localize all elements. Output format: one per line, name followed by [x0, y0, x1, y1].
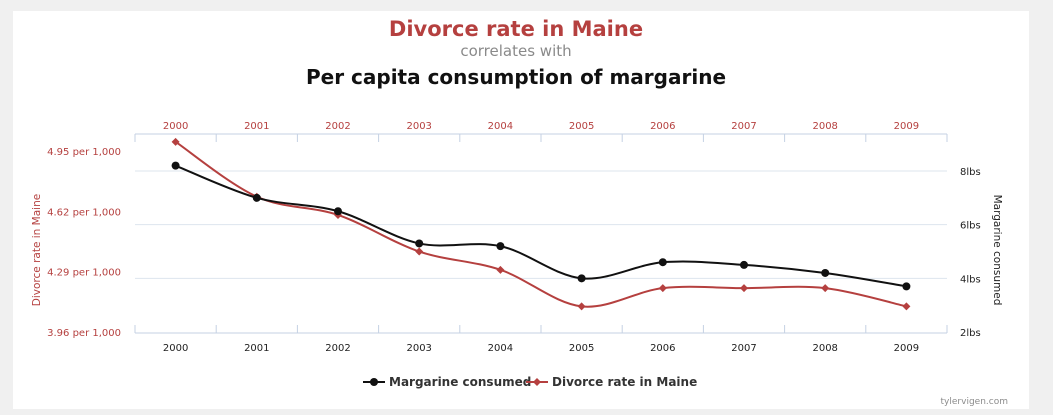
- divorce-line: [175, 141, 907, 308]
- divorce-point: [658, 284, 667, 293]
- legend-divorce-label: Divorce rate in Maine: [552, 375, 697, 389]
- margarine-point: [171, 161, 180, 170]
- chart-main-title: Per capita consumption of margarine: [306, 65, 726, 89]
- legend-divorce-marker: [533, 378, 541, 386]
- x-tick-label-bottom: 2007: [731, 343, 756, 354]
- legend: Margarine consumed Divorce rate in Maine: [363, 375, 697, 389]
- margarine-point: [902, 282, 911, 291]
- divorce-point: [577, 302, 586, 311]
- left-tick-label: 4.29 per 1,000: [47, 268, 121, 279]
- x-tick-label-top: 2006: [650, 121, 675, 132]
- right-axis-label: Margarine consumed: [991, 195, 1003, 306]
- margarine-line: [175, 164, 907, 288]
- x-tick-label-bottom: 2000: [163, 343, 188, 354]
- chart-subtitle: correlates with: [460, 42, 571, 60]
- axes: 2000 2000 2001 2001 2002 2002 2003 2003 2004 2004…: [47, 121, 981, 354]
- divorce-point: [902, 302, 911, 311]
- grid: [135, 170, 947, 279]
- x-tick-label-top: 2005: [569, 121, 594, 132]
- x-tick-label-top: 2009: [894, 121, 919, 132]
- right-tick-label: 6lbs: [960, 221, 981, 232]
- margarine-point: [252, 193, 261, 202]
- margarine-point: [658, 258, 667, 267]
- margarine-point: [415, 239, 424, 248]
- divorce-point: [496, 265, 505, 274]
- x-tick-label-top: 2000: [163, 121, 188, 132]
- x-tick-label-top: 2002: [325, 121, 350, 132]
- margarine-point: [821, 268, 830, 277]
- chart: Divorce rate in Maine correlates with Pe…: [31, 17, 1008, 407]
- divorce-point: [821, 284, 830, 293]
- margarine-point: [334, 207, 342, 216]
- series-group: [171, 137, 911, 311]
- left-axis-label: Divorce rate in Maine: [31, 194, 43, 306]
- credit-text: tylervigen.com: [941, 397, 1008, 407]
- x-tick-label-top: 2004: [488, 121, 513, 132]
- left-tick-label: 3.96 per 1,000: [47, 328, 121, 339]
- x-tick-label-top: 2007: [731, 121, 756, 132]
- right-tick-label: 4lbs: [960, 274, 981, 285]
- x-tick-label-bottom: 2004: [488, 343, 513, 354]
- right-tick-label: 8lbs: [960, 167, 981, 178]
- legend-margarine-marker: [370, 378, 378, 386]
- margarine-point: [496, 242, 505, 251]
- chart-card: Divorce rate in Maine correlates with Pe…: [13, 11, 1029, 409]
- chart-title: Divorce rate in Maine: [389, 17, 643, 41]
- x-tick-label-top: 2003: [406, 121, 431, 132]
- x-tick-label-bottom: 2001: [244, 343, 269, 354]
- x-tick-label-bottom: 2006: [650, 343, 675, 354]
- x-tick-label-bottom: 2008: [812, 343, 837, 354]
- x-tick-label-bottom: 2005: [569, 343, 594, 354]
- legend-margarine-label: Margarine consumed: [389, 375, 531, 389]
- x-tick-label-bottom: 2009: [894, 343, 919, 354]
- x-tick-label-bottom: 2002: [325, 343, 350, 354]
- left-tick-label: 4.62 per 1,000: [47, 207, 121, 218]
- margarine-point: [577, 274, 586, 283]
- divorce-point: [171, 137, 180, 146]
- margarine-point: [740, 260, 748, 269]
- x-tick-label-top: 2001: [244, 121, 269, 132]
- left-tick-label: 4.95 per 1,000: [47, 147, 121, 158]
- divorce-point: [740, 284, 748, 293]
- divorce-point: [415, 247, 424, 256]
- right-tick-label: 2lbs: [960, 328, 981, 339]
- x-tick-label-bottom: 2003: [406, 343, 431, 354]
- x-tick-label-top: 2008: [812, 121, 837, 132]
